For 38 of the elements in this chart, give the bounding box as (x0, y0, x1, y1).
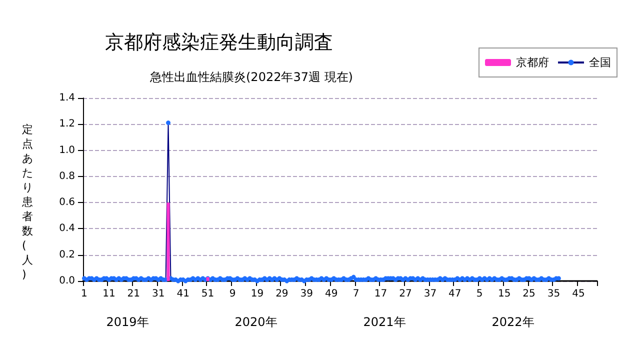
text: 2019年 (106, 315, 149, 329)
y-tick-label: 0.6 (59, 197, 75, 208)
x-tick-label: 11 (102, 288, 116, 300)
text: 2020年 (234, 315, 278, 329)
x-tick-label: 5 (476, 288, 483, 300)
x-tick-label: 21 (127, 288, 140, 300)
x-tick-label: 1 (81, 288, 88, 300)
x-tick-label: 31 (152, 288, 165, 300)
x-tick-label: 17 (374, 288, 388, 300)
y-tick-label: 0.0 (59, 276, 75, 286)
y-tick-label: 0.8 (59, 170, 75, 182)
x-tick-label: 25 (522, 288, 536, 300)
x-tick-label: 19 (250, 288, 264, 300)
x-tick-label: 35 (547, 288, 560, 300)
x-tick-label: 7 (352, 288, 360, 300)
y-tick-label: 1.4 (59, 92, 75, 104)
x-tick-label: 37 (424, 288, 437, 300)
legend-label: 京都府 (516, 56, 549, 69)
y-tick-label: 0.2 (59, 249, 75, 260)
chart-subtitle: 急性出血性結膜炎(2022年37週 現在) (149, 70, 353, 84)
y-tick-label: 1.2 (59, 118, 75, 130)
chart-title: 京都府感染症発生動向調査 (105, 32, 333, 54)
x-tick-label: 29 (276, 288, 288, 300)
y-tick-label: 0.4 (59, 223, 75, 234)
x-tick-label: 45 (572, 288, 585, 300)
x-tick-label: 51 (201, 288, 214, 300)
text: 2022年 (492, 315, 534, 329)
x-tick-label: 15 (498, 288, 511, 300)
legend-label: 全国 (589, 56, 611, 69)
x-tick-label: 39 (300, 288, 314, 300)
y-tick-label: 1.0 (59, 144, 75, 156)
x-tick-label: 27 (399, 288, 412, 300)
text: 定点あたり患者数(人) (22, 122, 33, 281)
x-tick-label: 9 (229, 288, 236, 300)
text: 2021年 (363, 315, 406, 329)
x-tick-label: 47 (448, 288, 462, 300)
x-tick-label: 49 (324, 288, 338, 300)
x-tick-label: 41 (176, 288, 190, 300)
